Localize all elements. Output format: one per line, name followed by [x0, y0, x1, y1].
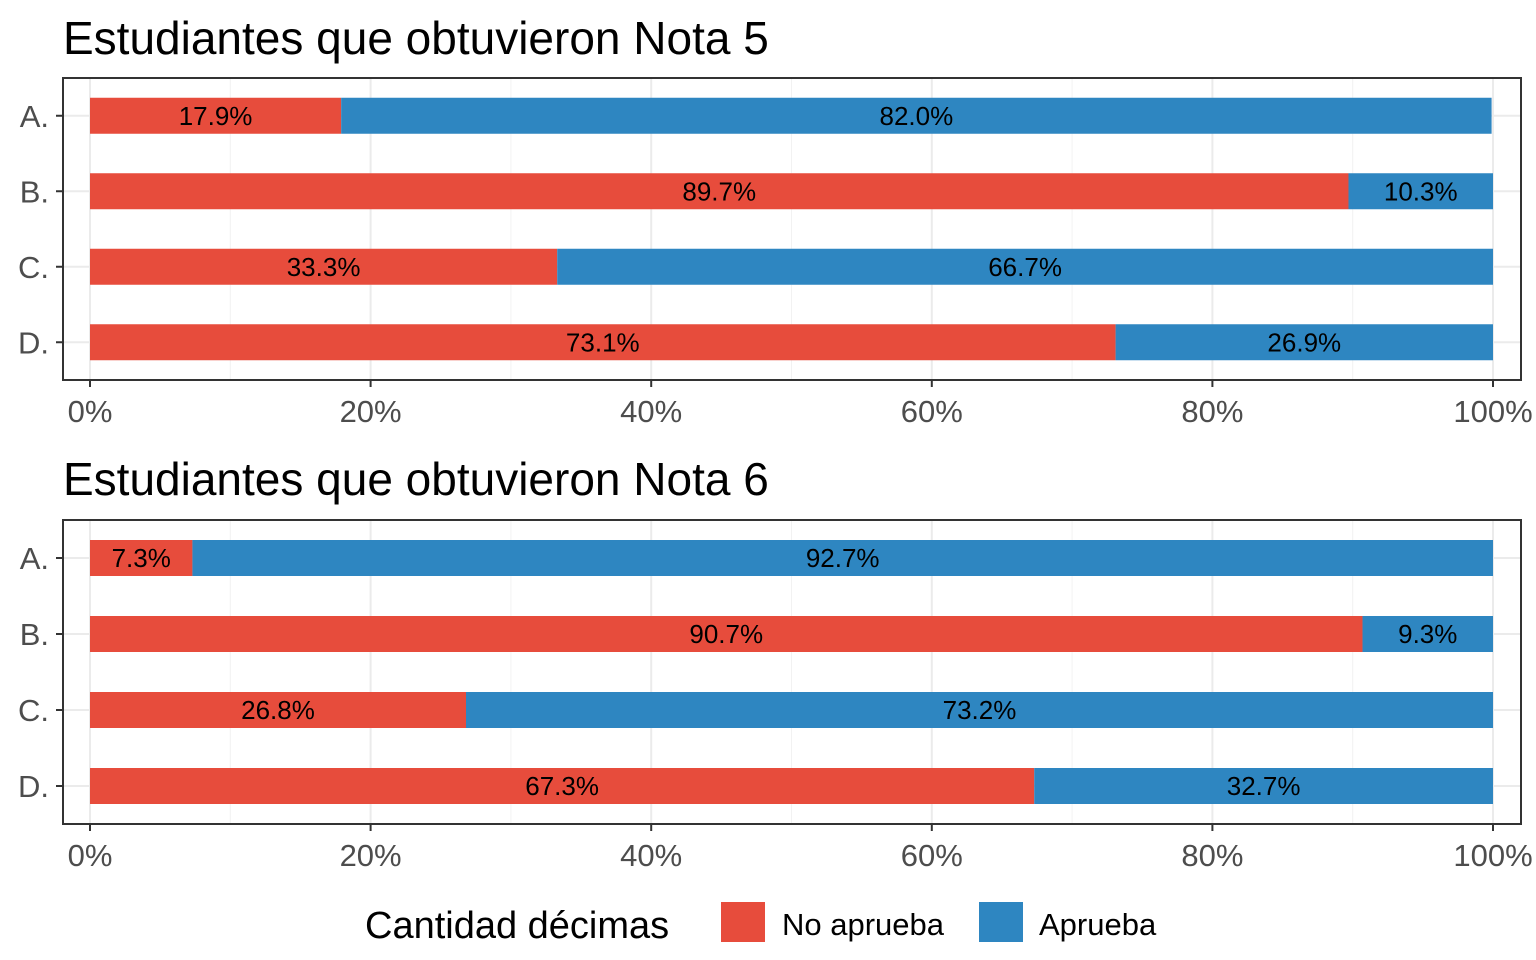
bar-d-aprueba [1115, 324, 1493, 361]
bar-a-no-aprueba [90, 97, 342, 134]
bar-a-aprueba [192, 540, 1494, 576]
x-tick-label: 60% [901, 394, 963, 429]
category-label: C. [18, 250, 49, 285]
legend-title: Cantidad décimas [365, 905, 669, 947]
x-tick-label: 20% [340, 394, 402, 429]
data-label: 90.7% [689, 619, 763, 649]
bar-d-aprueba [1034, 768, 1493, 804]
data-label: 26.8% [241, 695, 315, 725]
chart-title: Estudiantes que obtuvieron Nota 6 [63, 453, 769, 505]
category-label: A. [20, 541, 49, 576]
data-label: 73.1% [566, 327, 640, 357]
bar-d-no-aprueba [90, 768, 1035, 804]
category-label: C. [18, 693, 49, 728]
data-label: 7.3% [112, 543, 171, 573]
bar-d-no-aprueba [90, 324, 1116, 361]
bar-a-aprueba [341, 97, 1492, 134]
category-label: B. [20, 174, 49, 209]
x-tick-label: 100% [1453, 838, 1532, 873]
data-label: 73.2% [943, 695, 1017, 725]
bar-c-aprueba [557, 248, 1493, 285]
x-tick-label: 40% [620, 394, 682, 429]
chart-title: Estudiantes que obtuvieron Nota 5 [63, 12, 769, 64]
chart-panel-1: Estudiantes que obtuvieron Nota 5 17.9% 82… [18, 12, 1533, 429]
data-label: 89.7% [682, 176, 756, 206]
x-tick-label: 0% [68, 838, 113, 873]
panel-border [62, 77, 1522, 381]
x-tick-label: 60% [901, 838, 963, 873]
x-tick-label: 80% [1181, 838, 1243, 873]
panel-border [62, 519, 1522, 825]
bar-b-aprueba [1362, 616, 1493, 652]
data-label: 32.7% [1227, 771, 1301, 801]
x-tick-label: 40% [620, 838, 682, 873]
bar-c-no-aprueba [90, 692, 467, 728]
data-label: 17.9% [179, 101, 253, 131]
category-label: B. [20, 617, 49, 652]
legend-swatch-aprueba [979, 902, 1023, 942]
category-label: A. [20, 99, 49, 134]
bar-c-aprueba [466, 692, 1493, 728]
bar-a-no-aprueba [90, 540, 193, 576]
x-tick-label: 20% [340, 838, 402, 873]
x-tick-label: 0% [68, 394, 113, 429]
bar-b-aprueba [1348, 173, 1493, 210]
legend-label-no-aprueba: No aprueba [782, 907, 945, 942]
bar-b-no-aprueba [90, 616, 1363, 652]
data-label: 26.9% [1267, 327, 1341, 357]
x-tick-label: 80% [1181, 394, 1243, 429]
legend-label-aprueba: Aprueba [1039, 907, 1157, 942]
data-label: 66.7% [988, 252, 1062, 282]
data-label: 10.3% [1384, 176, 1458, 206]
legend: Cantidad décimas No aprueba Aprueba [365, 902, 1157, 947]
data-label: 82.0% [879, 101, 953, 131]
category-label: D. [18, 325, 49, 360]
bar-b-no-aprueba [90, 173, 1349, 210]
x-tick-label: 100% [1453, 394, 1532, 429]
bar-c-no-aprueba [90, 248, 558, 285]
data-label: 92.7% [806, 543, 880, 573]
data-label: 67.3% [525, 771, 599, 801]
data-label: 33.3% [287, 252, 361, 282]
category-label: D. [18, 769, 49, 804]
chart-panel-2: Estudiantes que obtuvieron Nota 6 7.3% 92.… [18, 453, 1533, 873]
legend-swatch-no-aprueba [721, 902, 765, 942]
data-label: 9.3% [1398, 619, 1457, 649]
